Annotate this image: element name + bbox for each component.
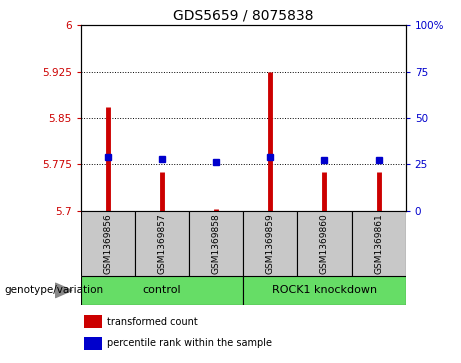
Bar	[84, 315, 102, 329]
Text: genotype/variation: genotype/variation	[5, 285, 104, 295]
Polygon shape	[55, 283, 72, 298]
Bar	[81, 276, 243, 305]
Text: transformed count: transformed count	[106, 317, 197, 327]
Bar	[135, 211, 189, 276]
Bar	[352, 211, 406, 276]
Bar	[84, 337, 102, 350]
Bar	[243, 276, 406, 305]
Bar	[297, 211, 352, 276]
Bar	[189, 211, 243, 276]
Text: GSM1369860: GSM1369860	[320, 213, 329, 274]
Text: GSM1369858: GSM1369858	[212, 213, 221, 274]
Text: GSM1369859: GSM1369859	[266, 213, 275, 274]
Text: GSM1369856: GSM1369856	[103, 213, 112, 274]
Text: GSM1369861: GSM1369861	[374, 213, 383, 274]
Text: control: control	[142, 285, 181, 295]
Text: percentile rank within the sample: percentile rank within the sample	[106, 338, 272, 348]
Bar	[81, 211, 135, 276]
Text: ROCK1 knockdown: ROCK1 knockdown	[272, 285, 377, 295]
Title: GDS5659 / 8075838: GDS5659 / 8075838	[173, 9, 313, 23]
Text: GSM1369857: GSM1369857	[157, 213, 166, 274]
Bar	[243, 211, 297, 276]
